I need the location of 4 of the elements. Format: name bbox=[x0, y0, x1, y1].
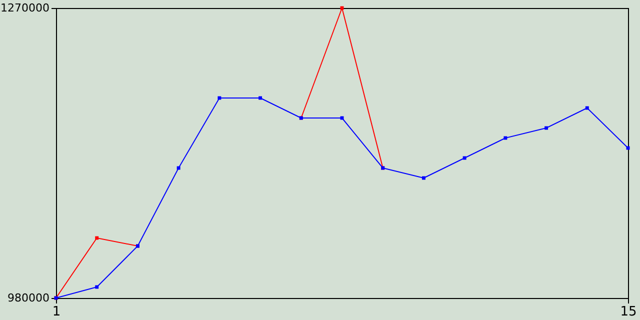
x-tick-label: 15 bbox=[620, 304, 637, 320]
y-tick-label: 1270000 bbox=[0, 2, 50, 14]
y-tick-label: 980000 bbox=[8, 292, 50, 304]
x-tick-label: 1 bbox=[52, 304, 61, 320]
